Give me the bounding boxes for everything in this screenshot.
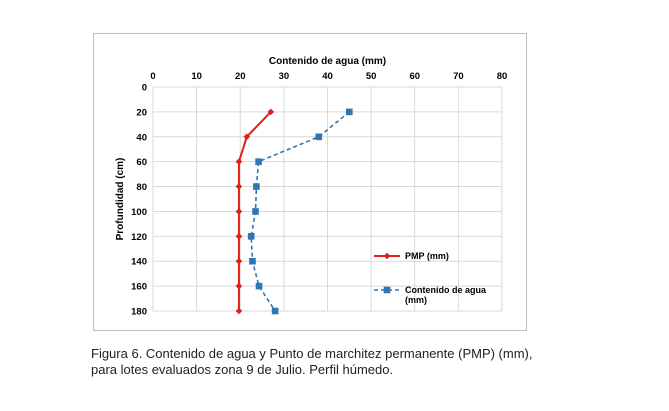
data-point [247,233,255,240]
legend-label: Contenido de agua [405,285,487,295]
legend-label: (mm) [405,295,427,305]
caption-line-1: Figura 6. Contenido de agua y Punto de m… [91,346,533,361]
y-tick-label: 100 [131,207,147,218]
y-tick-label: 60 [136,157,147,168]
series-contenido-agua [247,108,353,315]
legend: PMP (mm) Contenido de agua(mm) [374,251,487,305]
y-tick-label: 120 [131,232,147,243]
gridlines [152,86,503,312]
data-point [235,282,243,290]
data-point [235,233,243,240]
data-point [243,133,251,141]
x-tick-label: 40 [322,71,333,82]
data-point [255,282,263,290]
x-tick-label: 50 [366,71,377,82]
data-point [315,133,323,141]
data-point [255,158,262,165]
chart-frame: Contenido de agua (mm) Profundidad (cm) … [93,33,527,331]
data-point [271,307,279,315]
x-tick-label: 20 [235,71,246,82]
x-tick-label: 70 [453,71,464,82]
series [235,108,353,315]
y-tick-label: 140 [131,257,147,268]
data-point [267,108,275,116]
data-point [235,208,243,215]
figure-caption: Figura 6. Contenido de agua y Punto de m… [91,346,631,378]
x-tick-label: 60 [409,71,420,82]
legend-marker [383,286,391,294]
y-tick-label: 20 [136,107,147,118]
y-tick-label: 180 [131,307,147,318]
water-content-chart: Contenido de agua (mm) Profundidad (cm) … [115,56,507,318]
legend-label: PMP (mm) [405,251,449,261]
y-tick-label: 40 [136,132,147,143]
y-axis-title: Profundidad (cm) [115,158,126,241]
x-tick-label: 30 [279,71,290,82]
legend-marker [383,252,391,260]
x-tick-label: 10 [191,71,202,82]
x-tick-label: 0 [150,71,155,82]
data-point [235,158,243,165]
tick-labels: 0 10 20 30 40 50 60 70 80 0 20 40 60 80 100 120 140 160 18… [131,71,507,318]
data-point [235,307,243,315]
caption-line-2: para lotes evaluados zona 9 de Julio. Pe… [91,362,394,377]
y-tick-label: 0 [142,83,147,94]
data-point [249,257,256,265]
data-point [252,208,259,215]
data-point [253,183,260,190]
x-tick-label: 80 [497,71,508,82]
y-tick-label: 160 [131,282,147,293]
data-point [235,183,243,190]
data-point [235,257,243,265]
series-pmp [235,108,275,315]
data-point [346,108,353,116]
x-axis-title: Contenido de agua (mm) [269,56,386,67]
y-tick-label: 80 [136,182,147,193]
